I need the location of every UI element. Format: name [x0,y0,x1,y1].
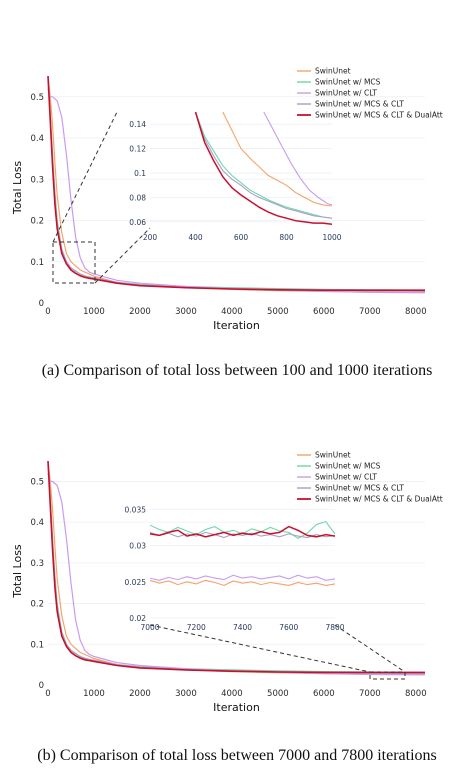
inset-x-tick-label: 800 [279,233,294,242]
inset-series-line-mcs [194,112,332,219]
series-line-swinunet [47,461,426,676]
inset-y-tick-label: 0.08 [129,193,146,202]
x-axis-title: Iteration [213,319,260,332]
x-tick-label: 0 [45,307,50,317]
y-tick-label: 0 [39,299,44,309]
inset-y-tick-label: 0.12 [129,145,146,154]
zoom-inset: 0.06 0.08 0.1 0.12 0.14 200 400 600 800 1000 [129,112,342,242]
inset-y-tick-label: 0.06 [129,218,146,227]
y-tick-label: 0.2 [30,217,44,227]
inset-x-tick-label: 7400 [233,623,252,632]
zoom-region-box [52,241,96,284]
x-tick-label: 4000 [221,307,243,317]
y-tick-label: 0.1 [30,258,44,268]
x-tick-label: 1000 [83,307,105,317]
zoom-inset: 0.02 0.025 0.03 0.035 7000 7200 7400 7600 7800 [125,505,345,632]
x-tick-label: 6000 [313,689,335,699]
chart-panel-b: 0 0.1 0.2 0.3 0.4 0.5 0 1000 2000 3000 4000 5000 600… [11,451,443,715]
x-tick-label: 0 [45,689,50,699]
inset-x-tick-label: 1000 [322,233,341,242]
legend-label: SwinUnet [315,67,351,76]
x-tick-label: 4000 [221,689,243,699]
inset-series-line-swinunet [150,579,335,586]
y-axis-title: Total Loss [11,161,24,216]
zoom-guide-line [149,624,371,673]
y-tick-label: 0.5 [30,477,44,487]
series-line-dualatt [47,76,425,291]
inset-y-tick-label: 0.1 [134,169,146,178]
x-tick-label: 1000 [83,689,105,699]
caption-b: (b) Comparison of total loss between 700… [37,747,436,764]
zoom-guide-line [94,227,151,284]
legend-label: SwinUnet w/ MCS & CLT [315,100,404,109]
legend-label: SwinUnet w/ MCS & CLT & DualAtt [315,495,443,504]
inset-y-tick-label: 0.14 [129,120,146,129]
caption-a: (a) Comparison of total loss between 100… [42,362,433,379]
series-line-swinunet [47,76,426,294]
inset-series-line-clt [150,574,335,581]
series-line-mcs [47,461,426,673]
inset-x-tick-label: 7800 [325,623,344,632]
x-tick-label: 6000 [313,307,335,317]
legend-label: SwinUnet w/ CLT [315,473,377,482]
x-tick-label: 8000 [405,307,427,317]
legend-label: SwinUnet w/ MCS [315,78,381,87]
x-tick-label: 5000 [267,689,289,699]
legend-label: SwinUnet w/ MCS [315,462,381,471]
chart-panel-a: 0 0.1 0.2 0.3 0.4 0.5 0 1000 2000 3000 4000 5000 600… [11,67,443,333]
x-tick-label: 2000 [129,689,151,699]
x-tick-label: 2000 [129,307,151,317]
inset-y-tick-label: 0.02 [129,614,146,623]
x-tick-label: 3000 [175,307,197,317]
inset-series-line-mcs_clt [150,531,335,539]
y-tick-label: 0.3 [30,559,44,569]
series-line-dualatt [47,461,425,674]
series-line-mcs_clt [47,461,426,675]
y-tick-label: 0.4 [30,518,44,528]
inset-series-line-swinunet [222,112,332,207]
zoom-guide-line [334,624,406,673]
y-axis-title: Total Loss [11,544,24,599]
inset-x-tick-label: 7200 [187,623,206,632]
inset-x-tick-label: 7600 [279,623,298,632]
inset-y-tick-label: 0.035 [125,505,147,514]
x-tick-label: 5000 [267,307,289,317]
legend-label: SwinUnet w/ CLT [315,89,377,98]
legend-label: SwinUnet [315,451,351,460]
inset-x-tick-label: 400 [188,233,203,242]
y-tick-label: 0.4 [30,134,44,144]
inset-y-tick-label: 0.03 [129,542,146,551]
x-tick-label: 7000 [359,307,381,317]
zoom-guide-line [52,111,118,243]
inset-series-line-clt [263,112,332,206]
x-tick-label: 7000 [359,689,381,699]
y-tick-label: 0.1 [30,640,44,650]
x-tick-label: 8000 [405,689,427,699]
y-tick-label: 0.2 [30,600,44,610]
inset-x-tick-label: 600 [234,233,249,242]
y-tick-label: 0.3 [30,175,44,185]
inset-x-tick-label: 200 [143,233,158,242]
y-tick-label: 0 [39,681,44,691]
zoom-region-box [369,671,406,680]
inset-series-line-dualatt [194,112,332,226]
inset-y-tick-label: 0.025 [125,578,147,587]
legend-label: SwinUnet w/ MCS & CLT [315,484,404,493]
inset-series-line-dualatt [150,525,335,538]
inset-x-tick-label: 7000 [140,623,159,632]
y-tick-label: 0.5 [30,93,44,103]
x-tick-label: 3000 [175,689,197,699]
legend-label: SwinUnet w/ MCS & CLT & DualAtt [315,111,443,120]
x-axis-title: Iteration [213,701,260,714]
inset-series-line-mcs_clt [194,112,332,219]
